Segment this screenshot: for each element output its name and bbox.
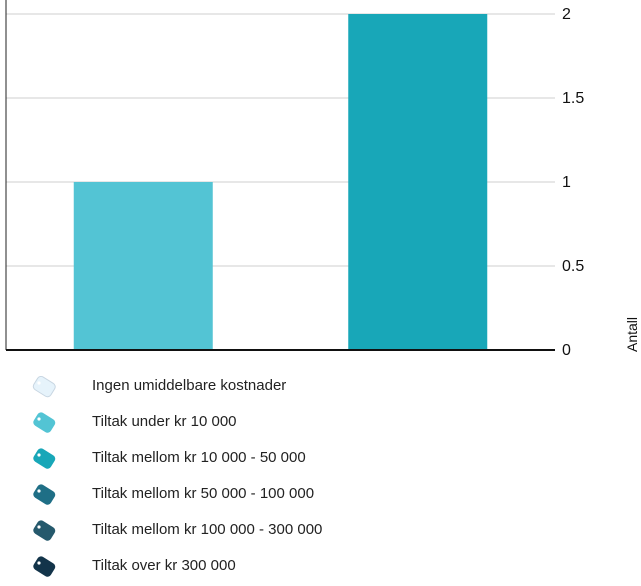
legend-label: Tiltak under kr 10 000 bbox=[92, 413, 237, 430]
y-tick-label: 0.5 bbox=[562, 258, 584, 275]
price-tag-icon bbox=[33, 556, 56, 577]
legend-label: Tiltak mellom kr 100 000 - 300 000 bbox=[92, 521, 323, 538]
price-tag-icon bbox=[33, 448, 56, 469]
bars bbox=[73, 14, 488, 350]
bar bbox=[348, 14, 488, 350]
y-axis-label: Antall bbox=[624, 317, 640, 352]
y-tick-labels: 0 0.5 1 1.5 2 bbox=[562, 6, 584, 359]
price-tag-icon bbox=[32, 376, 56, 398]
legend-label: Tiltak mellom kr 10 000 - 50 000 bbox=[92, 449, 306, 466]
price-tag-icon bbox=[33, 484, 56, 505]
bar bbox=[73, 182, 213, 350]
price-tag-icon bbox=[33, 412, 56, 433]
legend-label: Ingen umiddelbare kostnader bbox=[92, 377, 287, 394]
legend-label: Tiltak over kr 300 000 bbox=[92, 557, 236, 574]
y-tick-label: 0 bbox=[562, 342, 571, 359]
price-tag-icon bbox=[33, 520, 56, 541]
legend-label: Tiltak mellom kr 50 000 - 100 000 bbox=[92, 485, 315, 502]
bar-chart: 0 0.5 1 1.5 2 Antall bbox=[5, 0, 640, 359]
y-tick-label: 1 bbox=[562, 174, 571, 191]
y-tick-label: 1.5 bbox=[562, 90, 584, 107]
y-tick-label: 2 bbox=[562, 6, 571, 23]
